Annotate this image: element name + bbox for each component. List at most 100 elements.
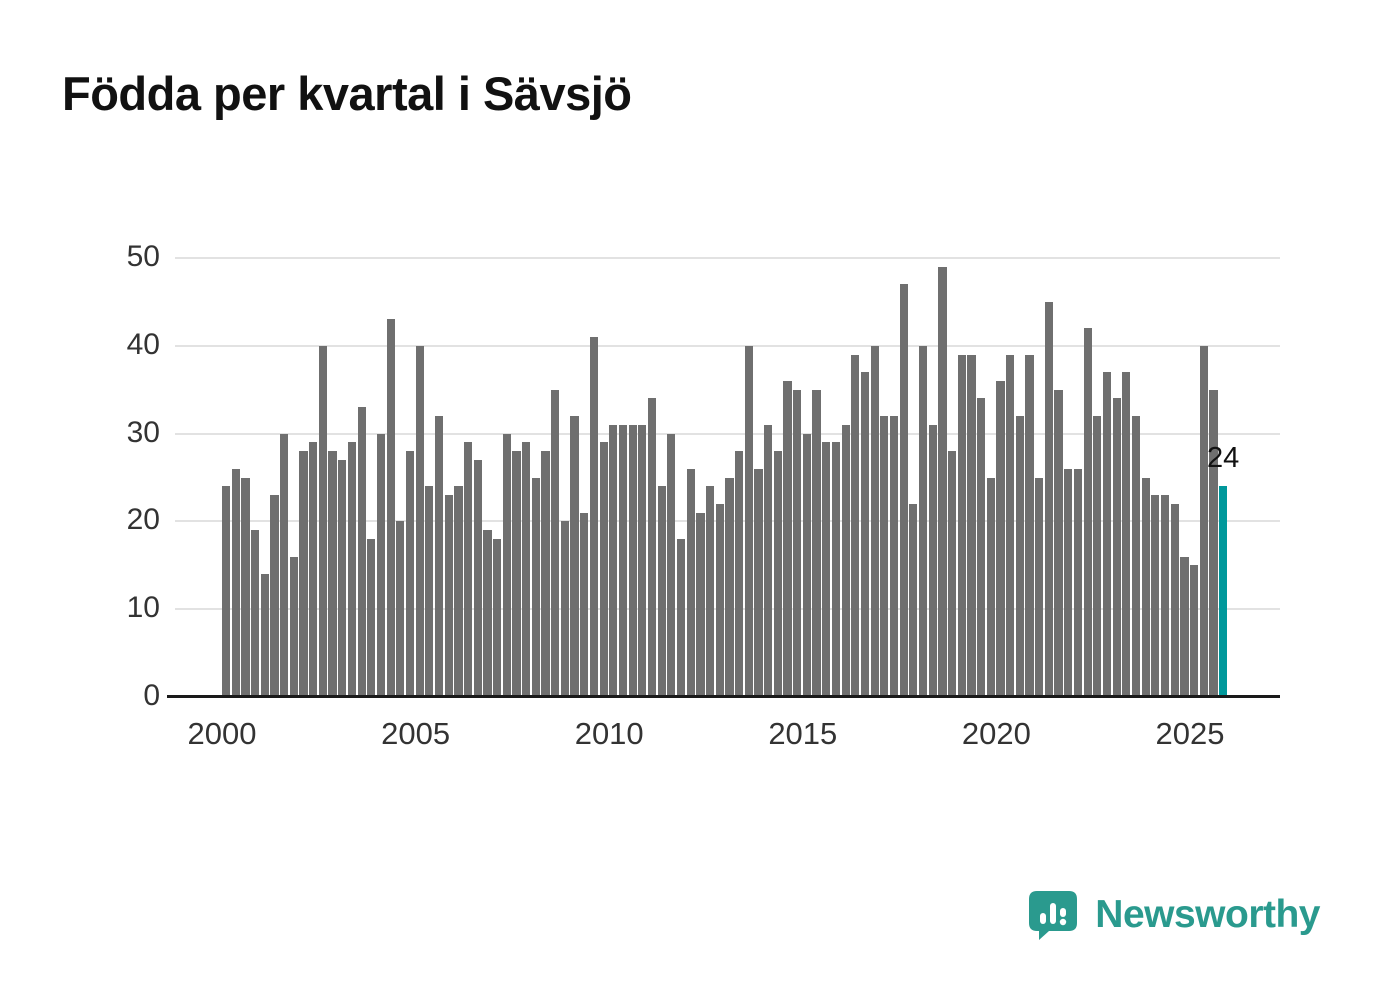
bar xyxy=(376,433,386,697)
bar xyxy=(1131,416,1141,697)
bar xyxy=(1180,556,1189,697)
y-tick-label: 40 xyxy=(126,327,160,361)
bar xyxy=(367,538,376,697)
bar xyxy=(638,424,647,697)
x-tick-label: 2025 xyxy=(1155,716,1225,751)
bar xyxy=(831,442,841,697)
bar xyxy=(657,486,666,697)
bar xyxy=(570,416,579,697)
bar xyxy=(918,345,928,697)
bar xyxy=(289,556,298,697)
bar xyxy=(686,468,695,697)
bar xyxy=(715,503,724,697)
newsworthy-logo-icon xyxy=(1029,891,1078,940)
bar xyxy=(1054,389,1063,697)
bar xyxy=(909,503,918,697)
bar xyxy=(957,354,966,697)
bar xyxy=(425,486,434,697)
bar xyxy=(599,442,608,697)
bar xyxy=(725,477,734,697)
bar xyxy=(502,433,511,697)
bar xyxy=(609,424,618,697)
bar xyxy=(1102,372,1112,697)
bar xyxy=(522,442,531,697)
chart-title: Födda per kvartal i Sävsjö xyxy=(62,67,632,120)
newsworthy-branding: Newsworthy xyxy=(1025,887,1320,943)
bar xyxy=(454,486,463,697)
x-axis-line xyxy=(167,695,1280,698)
bar xyxy=(986,477,995,697)
bar xyxy=(802,433,811,697)
bar xyxy=(977,398,986,697)
bar xyxy=(1112,398,1121,697)
bar xyxy=(396,521,405,697)
bar xyxy=(938,266,947,697)
bar xyxy=(231,468,240,697)
bar xyxy=(434,416,444,697)
bar xyxy=(560,521,569,697)
bar xyxy=(222,486,231,697)
bar xyxy=(405,451,415,697)
bar xyxy=(328,451,337,697)
bar xyxy=(764,424,773,697)
gridline xyxy=(175,432,1280,435)
bar xyxy=(1151,495,1160,697)
bar xyxy=(1073,468,1083,697)
y-tick-label: 20 xyxy=(126,503,160,537)
bar xyxy=(493,538,502,697)
bar xyxy=(1199,345,1208,697)
bar xyxy=(851,354,860,697)
bar xyxy=(357,407,366,697)
bar xyxy=(483,530,492,697)
bar xyxy=(1190,565,1199,697)
bar xyxy=(628,424,637,697)
bar xyxy=(948,451,957,697)
newsworthy-wordmark: Newsworthy xyxy=(1095,893,1320,936)
bar xyxy=(444,495,453,697)
bar xyxy=(841,424,850,697)
bar xyxy=(647,398,657,697)
bar xyxy=(676,538,686,697)
bar xyxy=(928,424,937,697)
bar xyxy=(251,530,260,697)
bar xyxy=(773,451,782,697)
bar xyxy=(260,574,269,697)
y-tick-label: 50 xyxy=(126,240,160,273)
x-tick-label: 2020 xyxy=(961,716,1031,751)
bar xyxy=(1141,477,1150,697)
bar xyxy=(1083,328,1092,697)
bar xyxy=(241,477,250,697)
bar xyxy=(1093,416,1102,697)
bar xyxy=(967,354,976,697)
bar xyxy=(1035,477,1044,697)
bar xyxy=(735,451,744,697)
highlighted-bar xyxy=(1219,486,1228,697)
bar xyxy=(318,345,327,697)
bar xyxy=(512,451,521,697)
bar xyxy=(1160,495,1170,697)
bar xyxy=(347,442,357,697)
y-tick-label: 10 xyxy=(126,591,160,625)
bar xyxy=(1015,416,1024,697)
bar xyxy=(754,468,763,697)
bar xyxy=(386,319,395,697)
bar xyxy=(744,345,753,697)
bar xyxy=(1025,354,1034,697)
y-tick-label: 30 xyxy=(126,415,160,449)
bar xyxy=(870,345,879,697)
bar xyxy=(473,459,482,697)
bar xyxy=(667,433,676,697)
bar xyxy=(696,512,705,697)
bar xyxy=(541,451,550,697)
gridline xyxy=(175,257,1280,259)
bar xyxy=(996,380,1005,697)
bar xyxy=(793,389,802,697)
last-value-label: 24 xyxy=(1206,442,1240,475)
bar xyxy=(1170,503,1179,697)
bar xyxy=(415,345,424,697)
x-tick-label: 2010 xyxy=(574,716,644,751)
bar xyxy=(1209,389,1218,697)
bar xyxy=(551,389,560,697)
bar xyxy=(1006,354,1015,697)
bar xyxy=(822,442,831,697)
